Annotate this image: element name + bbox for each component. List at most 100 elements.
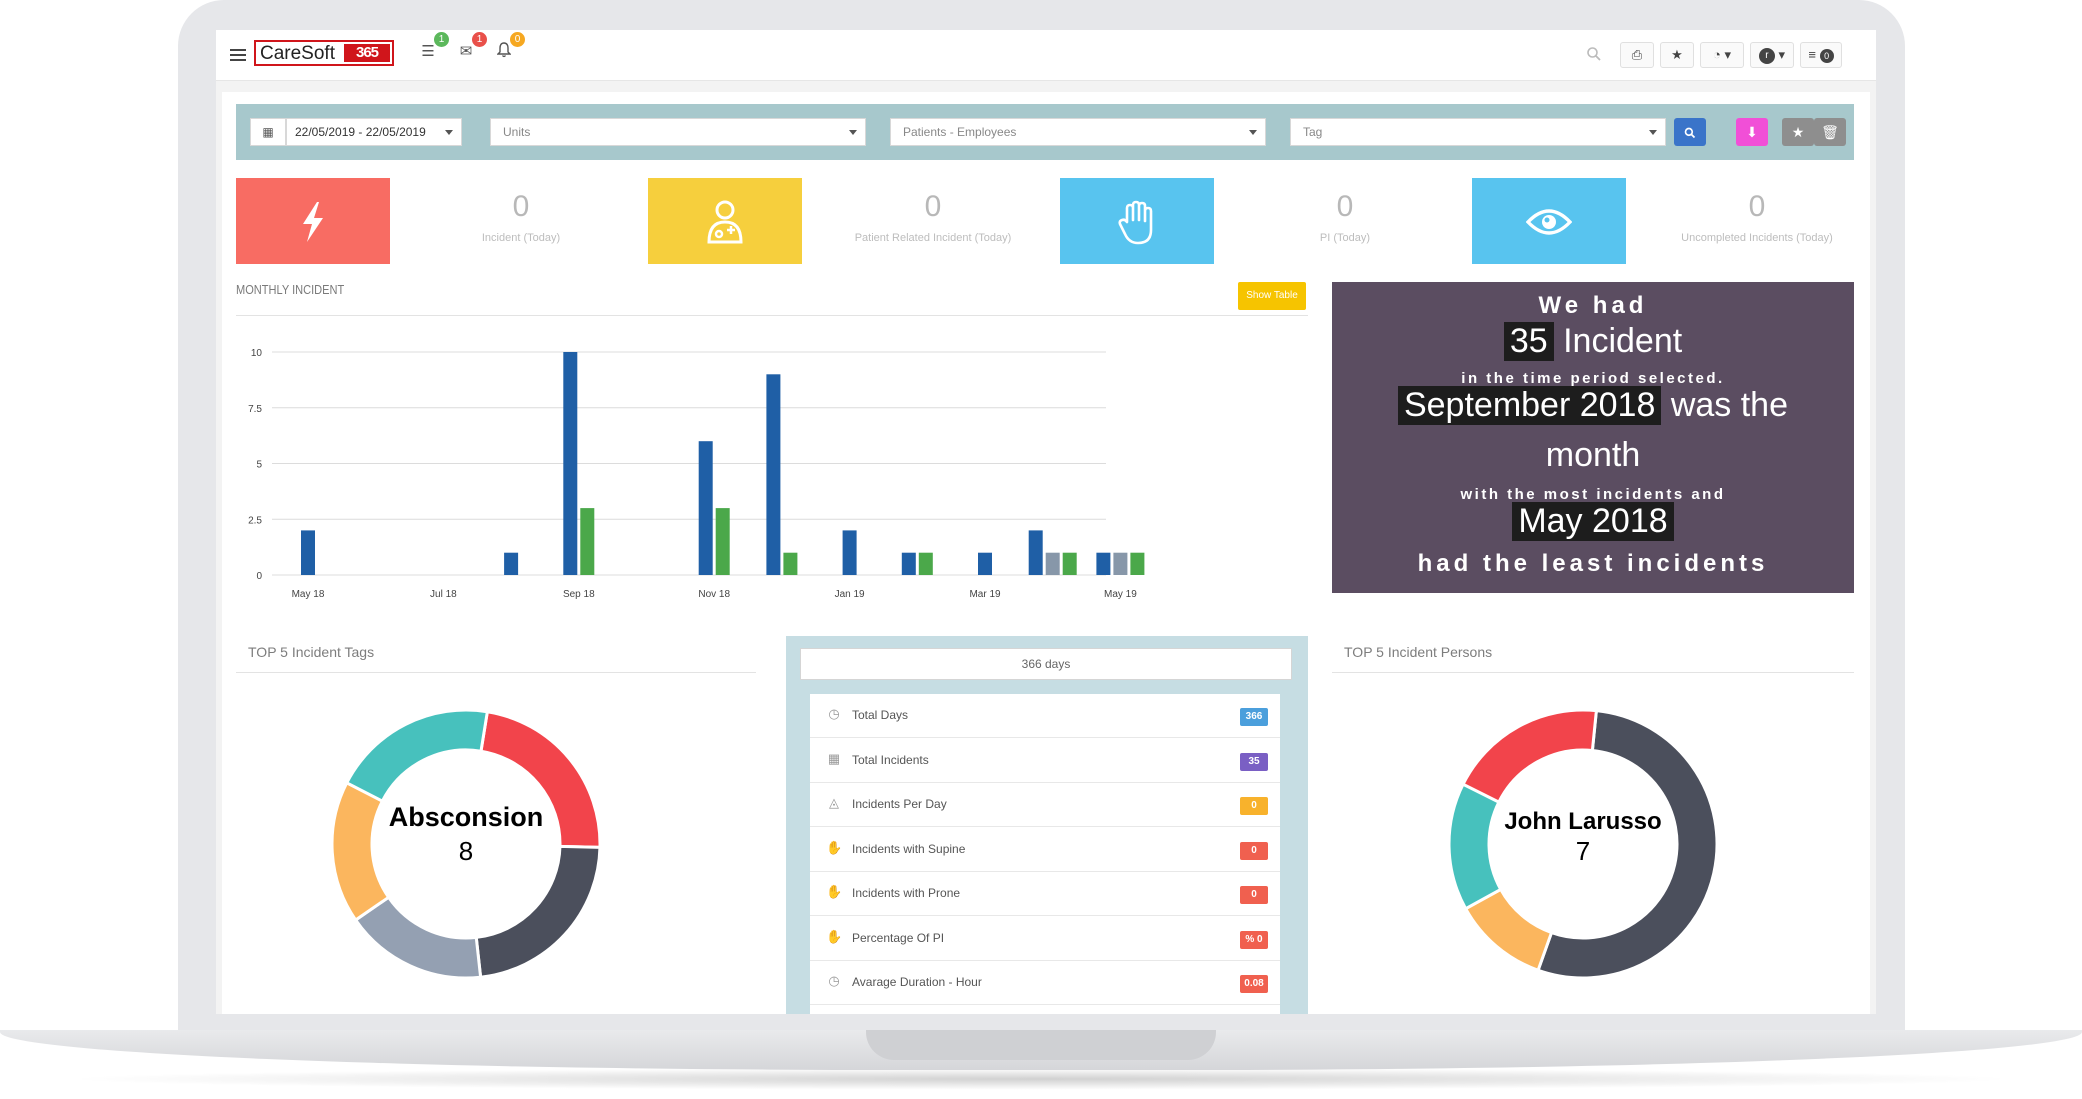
top-tags-donut-chart bbox=[330, 708, 602, 980]
tasks-badge: 1 bbox=[434, 32, 449, 47]
print-button[interactable]: ⎙ bbox=[1620, 42, 1654, 68]
filter-bar: ▦ 22/05/2019 - 22/05/2019 Units Patients… bbox=[236, 104, 1854, 160]
donut-slice bbox=[1536, 709, 1719, 980]
top-persons-title: TOP 5 Incident Persons bbox=[1344, 644, 1493, 660]
bar bbox=[783, 552, 798, 575]
download-button[interactable]: ⬇ bbox=[1736, 118, 1768, 146]
stats-row-badge: 366 bbox=[1240, 708, 1268, 726]
bolt-icon bbox=[303, 202, 323, 242]
laptop-shadow bbox=[60, 1068, 2022, 1090]
bar bbox=[1130, 552, 1145, 575]
tile-pi[interactable] bbox=[1060, 178, 1214, 264]
chevron-down-icon bbox=[1649, 130, 1657, 135]
bar bbox=[901, 552, 916, 575]
bar bbox=[766, 374, 781, 575]
tile-patient-incident[interactable] bbox=[648, 178, 802, 264]
bar bbox=[842, 530, 857, 575]
top-persons-center-value: 7 bbox=[1575, 836, 1591, 866]
tile-uncompleted-value: 0 bbox=[1748, 190, 1766, 223]
tile-uncompleted[interactable] bbox=[1472, 178, 1626, 264]
search-button[interactable] bbox=[1674, 118, 1706, 146]
x-tick-label: Sep 18 bbox=[563, 589, 595, 600]
tile-incident-value: 0 bbox=[512, 190, 530, 223]
summary-min-line: May 2018 bbox=[1332, 502, 1854, 541]
stats-row-badge: % 0 bbox=[1240, 930, 1268, 949]
notifications-badge: 0 bbox=[510, 32, 525, 47]
hand-icon: ✋ bbox=[826, 839, 843, 855]
stats-row-label: Incidents Per Day bbox=[852, 797, 947, 811]
bookmark-button[interactable]: ★ bbox=[1782, 118, 1814, 146]
stats-row: ▦ Total Incidents 35 bbox=[810, 739, 1280, 783]
tile-incident[interactable] bbox=[236, 178, 390, 264]
stats-row-label: Incidents with Prone bbox=[852, 886, 961, 900]
summary-box: We had 35 Incident in the time period se… bbox=[1332, 282, 1854, 593]
clock-icon: ◷ bbox=[828, 706, 840, 721]
summary-count: 35 bbox=[1503, 322, 1554, 361]
x-tick-label: Jan 19 bbox=[835, 589, 865, 600]
tasks-icon[interactable]: ☰ bbox=[421, 43, 435, 60]
logo-number: 365 bbox=[344, 44, 390, 62]
patients-select[interactable]: Patients - Employees bbox=[890, 118, 1266, 146]
bar bbox=[1062, 552, 1077, 575]
stats-row-badge: 0.08 bbox=[1240, 975, 1268, 993]
delete-button[interactable]: 🗑 bbox=[1814, 118, 1846, 146]
tag-placeholder: Tag bbox=[1303, 125, 1323, 139]
dashboard-menu-button[interactable]: ◔ ▾ bbox=[1700, 42, 1744, 68]
chevron-down-icon bbox=[1249, 130, 1257, 135]
divider bbox=[236, 672, 756, 673]
envelope-icon[interactable]: ✉ bbox=[459, 43, 473, 60]
stats-row: ◷ Avarage Duration - Hour 0.08 bbox=[810, 961, 1280, 1005]
stats-row: ✋ Percentage Of PI % 0 bbox=[810, 917, 1280, 961]
y-tick-label: 0 bbox=[256, 571, 262, 582]
user-menu-button[interactable]: r ▾ bbox=[1750, 42, 1794, 68]
stats-row: ✋ Incidents with Prone 0 bbox=[810, 872, 1280, 916]
search-icon[interactable] bbox=[1586, 46, 1602, 62]
units-placeholder: Units bbox=[503, 125, 531, 139]
logo[interactable]: CareSoft 365 bbox=[254, 40, 394, 66]
favorites-button[interactable]: ★ bbox=[1660, 42, 1694, 68]
logo-text: CareSoft bbox=[260, 43, 335, 64]
queue-button[interactable]: ≡ 0 bbox=[1800, 42, 1842, 68]
units-select[interactable]: Units bbox=[490, 118, 866, 146]
x-tick-label: May 18 bbox=[292, 589, 325, 600]
bell-icon[interactable] bbox=[494, 42, 514, 62]
x-tick-label: Mar 19 bbox=[969, 589, 1001, 600]
summary-month-word: month bbox=[1545, 436, 1641, 474]
donut-slice bbox=[353, 895, 483, 980]
tile-uncompleted-label: Uncompleted Incidents (Today) bbox=[1681, 232, 1833, 244]
menu-toggle-icon[interactable] bbox=[230, 49, 246, 61]
bar bbox=[301, 530, 315, 575]
eye-icon bbox=[1526, 209, 1572, 235]
stats-row-badge: 0 bbox=[1240, 841, 1268, 860]
donut-slice bbox=[344, 708, 490, 804]
calendar-icon[interactable]: ▦ bbox=[250, 118, 286, 146]
tile-incident-label: Incident (Today) bbox=[481, 232, 561, 244]
bar bbox=[580, 508, 595, 575]
stats-row-badge: 35 bbox=[1240, 752, 1268, 771]
stats-row-badge: 0 bbox=[1240, 797, 1268, 815]
summary-max-line: September 2018 was the bbox=[1332, 386, 1854, 425]
stats-row: ◷ Total Days 366 bbox=[810, 694, 1280, 738]
doctor-icon bbox=[707, 200, 743, 244]
search-icon bbox=[1684, 127, 1696, 139]
bar bbox=[1045, 552, 1060, 575]
chevron-down-icon bbox=[445, 130, 453, 135]
chevron-down-icon bbox=[849, 130, 857, 135]
y-tick-label: 10 bbox=[251, 348, 263, 359]
hand-icon: ✋ bbox=[826, 928, 843, 944]
top-tags-title: TOP 5 Incident Tags bbox=[248, 644, 375, 660]
tag-select[interactable]: Tag bbox=[1290, 118, 1666, 146]
top-persons-center-title: John Larusso bbox=[1504, 808, 1662, 835]
donut-slice bbox=[1461, 708, 1599, 805]
date-range-value: 22/05/2019 - 22/05/2019 bbox=[295, 125, 426, 139]
y-tick-label: 5 bbox=[256, 460, 262, 471]
show-table-button[interactable]: Show Table bbox=[1238, 282, 1306, 310]
monthly-incident-title: MONTHLY INCIDENT bbox=[236, 282, 345, 297]
messages-badge: 1 bbox=[472, 32, 487, 47]
bar bbox=[1096, 552, 1111, 575]
date-range-picker[interactable]: 22/05/2019 - 22/05/2019 bbox=[286, 118, 462, 146]
stats-list: ◷ Total Days 366 ▦ Total Incidents 35 ◬ Inciden… bbox=[810, 694, 1280, 1014]
top-tags-center-value: 8 bbox=[458, 836, 474, 866]
x-tick-label: Nov 18 bbox=[698, 589, 730, 600]
bar bbox=[698, 441, 713, 575]
